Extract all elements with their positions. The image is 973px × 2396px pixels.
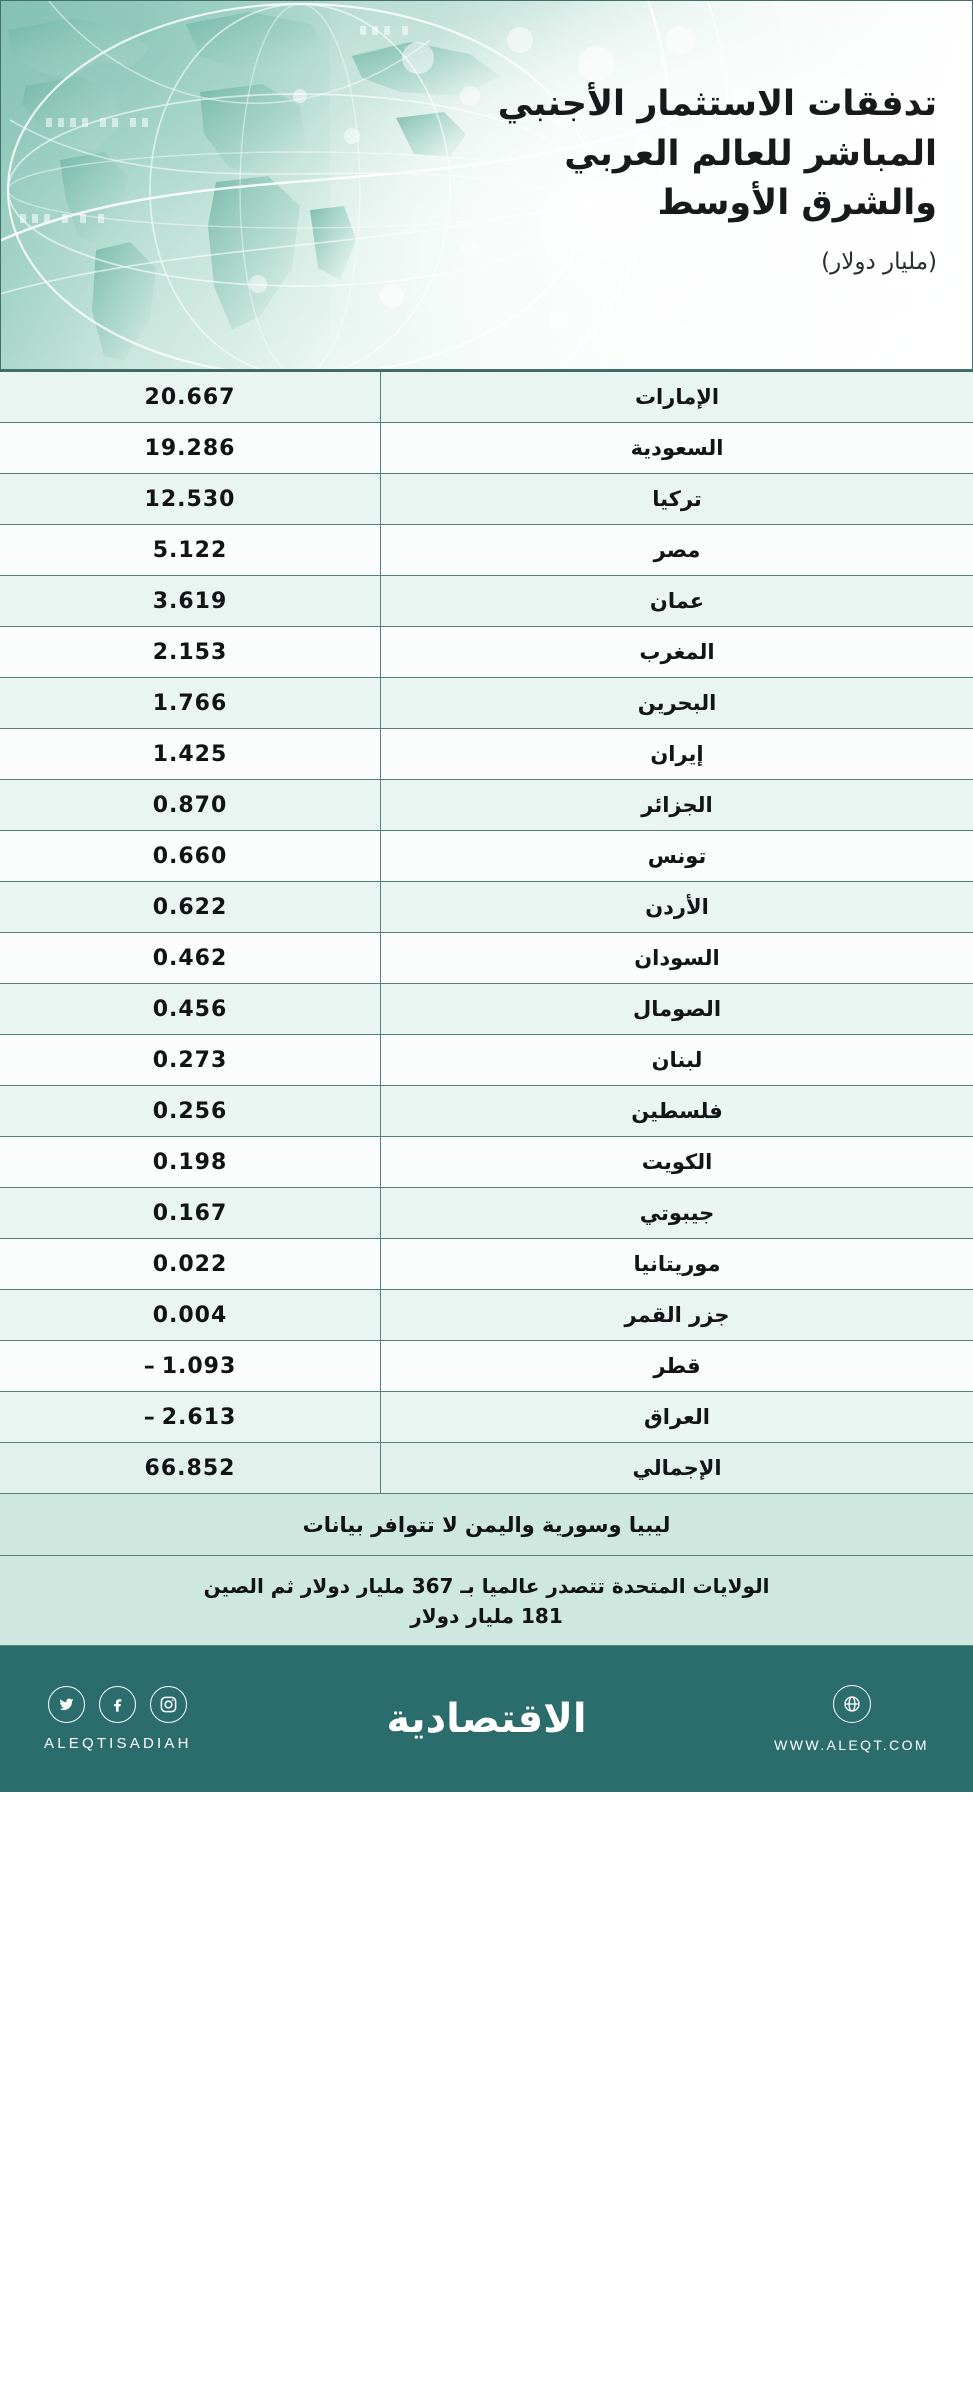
table-cell-country: الكويت	[380, 1137, 973, 1187]
title-subtitle-unit: (مليار دولار)	[821, 249, 937, 276]
instagram-icon[interactable]	[150, 1686, 188, 1723]
table-cell-country: جيبوتي	[380, 1188, 973, 1238]
table-row: الصومال 0.456	[0, 984, 973, 1035]
table-row: تونس 0.660	[0, 831, 973, 882]
page-title: تدفقات الاستثمار الأجنبي المباشر للعالم …	[377, 80, 937, 275]
table-row: العراق –2.613	[0, 1392, 973, 1443]
footer-bar: ALEQTISADIAH الاقتصادية WWW.ALEQT.COM	[0, 1646, 973, 1792]
table-cell-country: البحرين	[380, 678, 973, 728]
table-cell-value: 0.660	[152, 843, 228, 869]
table-cell-value: 12.530	[144, 486, 236, 512]
website-url: WWW.ALEQT.COM	[774, 1737, 929, 1753]
data-table: الإمارات 20.667 السعودية 19.286 تركيا 12.530 م…	[0, 370, 973, 1494]
brand-latin-name: ALEQTISADIAH	[44, 1735, 192, 1752]
table-cell-country: السعودية	[380, 423, 973, 473]
aleqtisadiah-logo: الاقتصادية	[386, 1696, 587, 1742]
world-map-network-graphic	[0, 0, 973, 370]
footer-website-block: WWW.ALEQT.COM	[774, 1646, 929, 1792]
table-cell-value: 0.004	[152, 1302, 228, 1328]
table-cell-value: 20.667	[144, 384, 236, 410]
table-cell-country: الإمارات	[380, 372, 973, 422]
table-cell-country: فلسطين	[380, 1086, 973, 1136]
table-cell-value: –1.093	[0, 1341, 380, 1391]
table-cell-country: موريتانيا	[380, 1239, 973, 1289]
table-row: جيبوتي 0.167	[0, 1188, 973, 1239]
table-cell-country: لبنان	[380, 1035, 973, 1085]
table-row: قطر –1.093	[0, 1341, 973, 1392]
table-cell-value: 1.425	[152, 741, 228, 767]
table-row: موريتانيا 0.022	[0, 1239, 973, 1290]
table-cell-value: 2.153	[152, 639, 228, 665]
table-cell-country: الأردن	[380, 882, 973, 932]
table-cell-country: الجزائر	[380, 780, 973, 830]
table-cell-value: 5.122	[152, 537, 228, 563]
table-row: إيران 1.425	[0, 729, 973, 780]
table-cell-value: 0.256	[152, 1098, 228, 1124]
header-banner: تدفقات الاستثمار الأجنبي المباشر للعالم …	[0, 0, 973, 370]
title-line-3: والشرق الأوسط	[657, 183, 937, 224]
footer-logo-block: الاقتصادية	[0, 1646, 973, 1792]
table-row: الكويت 0.198	[0, 1137, 973, 1188]
table-row: الأردن 0.622	[0, 882, 973, 933]
table-row: الجزائر 0.870	[0, 780, 973, 831]
table-cell-value: 66.852	[144, 1455, 236, 1481]
globe-icon[interactable]	[832, 1685, 871, 1723]
title-line-1: تدفقات الاستثمار الأجنبي	[497, 84, 937, 124]
table-cell-value: 0.198	[152, 1149, 228, 1175]
table-row: مصر 5.122	[0, 525, 973, 576]
table-cell-country: عمان	[380, 576, 973, 626]
table-row: السعودية 19.286	[0, 423, 973, 474]
table-row: عمان 3.619	[0, 576, 973, 627]
facebook-icon[interactable]	[99, 1686, 137, 1723]
table-cell-value: 19.286	[144, 435, 236, 461]
table-cell-value: –2.613	[0, 1392, 380, 1442]
table-row: السودان 0.462	[0, 933, 973, 984]
negative-sign: –	[143, 1353, 156, 1379]
negative-sign: –	[143, 1404, 156, 1430]
twitter-icon[interactable]	[48, 1686, 86, 1723]
table-cell-value: 0.167	[152, 1200, 228, 1226]
table-row: لبنان 0.273	[0, 1035, 973, 1086]
table-cell-country: قطر	[380, 1341, 973, 1391]
table-cell-country: جزر القمر	[380, 1290, 973, 1340]
table-cell-country: مصر	[380, 525, 973, 575]
table-row: الإجمالي 66.852	[0, 1443, 973, 1494]
note-missing-data: ليبيا وسورية واليمن لا تتوافر بيانات	[0, 1494, 973, 1556]
note-global-leaders: الولايات المتحدة تتصدر عالميا بـ 367 ملي…	[0, 1556, 973, 1646]
title-line-2: المباشر للعالم العربي	[564, 133, 937, 174]
table-cell-country: إيران	[380, 729, 973, 779]
table-row: جزر القمر 0.004	[0, 1290, 973, 1341]
value-number: 2.613	[161, 1404, 237, 1430]
table-cell-value: 0.022	[152, 1251, 228, 1277]
table-cell-country: المغرب	[380, 627, 973, 677]
note-global-leaders-line-1: الولايات المتحدة تتصدر عالميا بـ 367 ملي…	[203, 1573, 770, 1598]
table-cell-country: الإجمالي	[380, 1443, 973, 1493]
table-row: تركيا 12.530	[0, 474, 973, 525]
table-cell-country: السودان	[380, 933, 973, 983]
table-row: البحرين 1.766	[0, 678, 973, 729]
value-number: 1.093	[161, 1353, 237, 1379]
note-global-leaders-line-2: 181 مليار دولار	[410, 1603, 563, 1628]
table-row: فلسطين 0.256	[0, 1086, 973, 1137]
table-cell-country: تركيا	[380, 474, 973, 524]
table-cell-value: 0.273	[152, 1047, 228, 1073]
table-cell-value: 0.456	[152, 996, 228, 1022]
table-cell-value: 1.766	[152, 690, 228, 716]
table-cell-value: 0.870	[152, 792, 228, 818]
table-cell-value: 3.619	[152, 588, 228, 614]
table-cell-country: الصومال	[380, 984, 973, 1034]
table-cell-value: 0.622	[152, 894, 228, 920]
table-cell-value: 0.462	[152, 945, 228, 971]
table-row: الإمارات 20.667	[0, 372, 973, 423]
table-row: المغرب 2.153	[0, 627, 973, 678]
table-cell-country: تونس	[380, 831, 973, 881]
social-links	[48, 1686, 188, 1723]
footer-social-block: ALEQTISADIAH	[44, 1646, 192, 1792]
table-cell-country: العراق	[380, 1392, 973, 1442]
